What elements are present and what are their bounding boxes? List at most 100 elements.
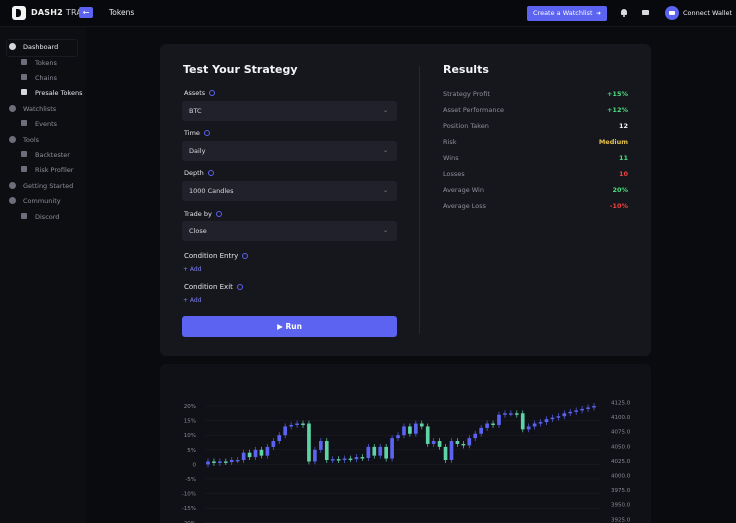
result-label: Losses [443, 170, 465, 178]
sidebar-item-label: Watchlists [23, 105, 57, 113]
left-axis-tick: 0 [193, 462, 197, 468]
wallet-icon[interactable] [665, 6, 679, 20]
candle-body[interactable] [455, 441, 460, 444]
candle-body[interactable] [360, 457, 365, 459]
candle-body[interactable] [461, 443, 466, 446]
candle-body[interactable] [497, 414, 501, 425]
depth-select[interactable]: 1000 Candles ⌄ [182, 181, 397, 201]
candle-body[interactable] [283, 426, 288, 436]
add-condition-entry-button[interactable]: + Add [183, 266, 202, 273]
candle-body[interactable] [277, 435, 282, 442]
candle-body[interactable] [318, 441, 323, 450]
right-axis-tick: 4100.0 [611, 415, 631, 421]
candle-body[interactable] [532, 423, 537, 427]
candle-body[interactable] [514, 413, 519, 415]
calendar-icon [21, 120, 27, 126]
mail-icon[interactable] [642, 10, 649, 15]
candle-body[interactable] [390, 438, 394, 459]
time-label-text: Time [184, 129, 200, 137]
candle-body[interactable] [324, 441, 329, 461]
info-icon[interactable] [203, 130, 210, 136]
candle-body[interactable] [336, 459, 341, 461]
candle-body[interactable] [586, 407, 590, 409]
candle-body[interactable] [437, 441, 442, 447]
candle-body[interactable] [342, 458, 347, 461]
candle-body[interactable] [544, 419, 549, 423]
result-row: Losses 10 [443, 170, 628, 182]
candle-body[interactable] [485, 423, 489, 428]
candle-body[interactable] [556, 416, 561, 418]
candle-body[interactable] [313, 449, 317, 462]
candle-body[interactable] [330, 459, 335, 461]
candle-body[interactable] [253, 449, 258, 458]
candle-body[interactable] [503, 413, 507, 415]
candle-body[interactable] [580, 408, 584, 411]
candle-body[interactable] [307, 423, 311, 462]
candle-body[interactable] [289, 424, 293, 427]
candle-body[interactable] [414, 423, 418, 434]
candle-body[interactable] [408, 426, 412, 434]
create-watchlist-button[interactable]: Create a Watchlist ➜ [527, 6, 607, 21]
run-button[interactable]: ▶ Run [182, 316, 397, 337]
candle-body[interactable] [550, 417, 555, 420]
candle-body[interactable] [235, 460, 240, 462]
time-select[interactable]: Daily ⌄ [182, 141, 397, 161]
candle-body[interactable] [218, 461, 222, 463]
candle-body[interactable] [271, 441, 276, 447]
candle-body[interactable] [206, 461, 210, 465]
connect-wallet-button[interactable]: Connect Wallet [683, 9, 733, 17]
candle-body[interactable] [538, 422, 543, 424]
trade-by-select[interactable]: Close ⌄ [182, 221, 397, 241]
candle-body[interactable] [354, 457, 359, 460]
candle-body[interactable] [265, 446, 270, 456]
candle-body[interactable] [372, 446, 377, 456]
info-icon[interactable] [207, 170, 214, 176]
candle-body[interactable] [479, 427, 484, 434]
sidebar-item-label: Discord [35, 213, 60, 221]
candle-body[interactable] [592, 406, 596, 408]
info-icon[interactable] [215, 211, 222, 217]
candle-body[interactable] [467, 438, 472, 446]
candle-body[interactable] [443, 446, 448, 461]
candle-body[interactable] [419, 423, 424, 427]
candle-body[interactable] [568, 411, 573, 414]
candle-body[interactable] [473, 433, 478, 439]
user-icon [21, 151, 27, 157]
candle-body[interactable] [241, 452, 246, 461]
candle-body[interactable] [223, 461, 228, 463]
left-axis-tick: 20% [184, 404, 196, 410]
left-axis-tick: -15% [182, 506, 196, 512]
bell-icon[interactable] [621, 9, 627, 17]
candle-body[interactable] [212, 461, 216, 463]
candle-body[interactable] [295, 423, 299, 425]
candle-body[interactable] [348, 458, 353, 460]
result-value: +12% [606, 106, 628, 114]
back-button[interactable]: ← [79, 7, 93, 18]
candle-body[interactable] [520, 413, 525, 430]
candle-body[interactable] [562, 413, 567, 417]
candle-body[interactable] [301, 423, 305, 425]
info-icon[interactable] [242, 253, 249, 259]
candle-body[interactable] [449, 441, 454, 461]
info-icon[interactable] [209, 90, 216, 96]
candle-body[interactable] [526, 426, 531, 430]
candle-body[interactable] [396, 435, 400, 439]
sidebar-active-highlight [6, 39, 78, 57]
candle-body[interactable] [425, 426, 430, 444]
candle-body[interactable] [491, 423, 495, 425]
candle-body[interactable] [509, 413, 513, 415]
candle-body[interactable] [402, 426, 406, 436]
candle-body[interactable] [378, 446, 383, 456]
add-condition-exit-button[interactable]: + Add [183, 297, 202, 304]
candlestick-chart[interactable]: 20% 15% 10% 5% 0 -5% -10% -15% -20% 4125.0 4100.0 4… [160, 364, 651, 523]
candle-body[interactable] [574, 410, 579, 412]
page-title: Tokens [109, 8, 135, 17]
info-icon[interactable] [236, 284, 243, 290]
candle-body[interactable] [384, 446, 388, 459]
candle-body[interactable] [366, 446, 371, 458]
candle-body[interactable] [259, 449, 264, 456]
assets-select[interactable]: BTC ⌄ [182, 101, 397, 121]
candle-body[interactable] [247, 452, 252, 458]
candle-body[interactable] [431, 441, 436, 444]
candle-body[interactable] [229, 460, 234, 463]
